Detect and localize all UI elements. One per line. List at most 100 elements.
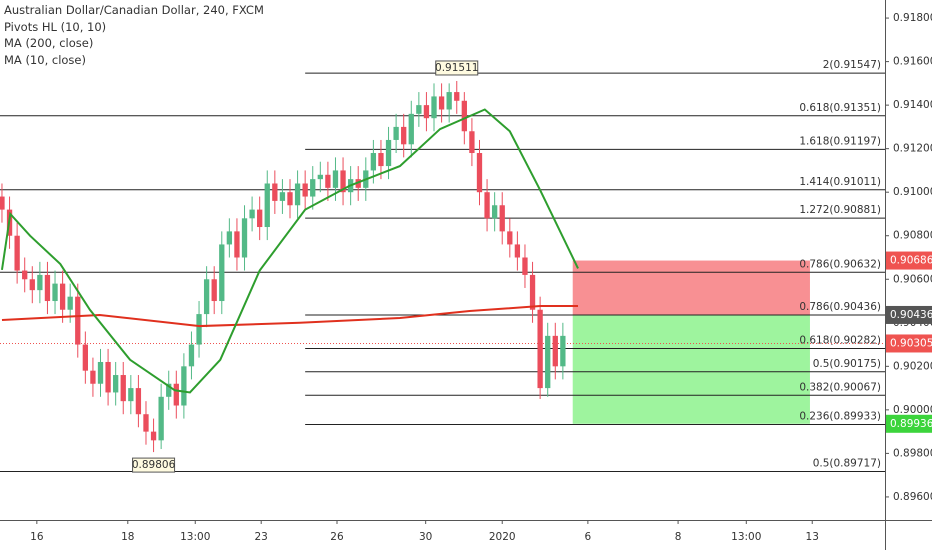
candle-body xyxy=(150,431,157,441)
candle-body xyxy=(560,335,566,367)
candle-body xyxy=(537,309,543,389)
candle-body xyxy=(44,274,51,302)
candle-body xyxy=(166,383,172,397)
x-tick-label: 16 xyxy=(30,531,44,543)
candle-body xyxy=(393,126,399,140)
pivot-label: 0.91511 xyxy=(435,62,478,74)
indicator-name: MA (10, close) xyxy=(4,52,86,67)
candle-body xyxy=(310,179,316,197)
fib-label: 0.618(0.90282) xyxy=(799,334,881,346)
fib-label: 1.618(0.91197) xyxy=(799,135,881,147)
legend: Australian Dollar/Canadian Dollar, 240, … xyxy=(4,2,264,68)
candle-body xyxy=(234,231,240,258)
stop-zone xyxy=(572,260,810,315)
price-badge xyxy=(886,305,932,324)
x-tick-label: 2020 xyxy=(489,531,516,543)
fib-label: 0.5(0.90175) xyxy=(813,358,881,370)
candle-body xyxy=(287,192,293,206)
fib-label: 0.382(0.90067) xyxy=(799,381,881,393)
candle-body xyxy=(158,396,164,441)
candle-body xyxy=(97,361,104,384)
candle-body xyxy=(226,231,233,245)
candle-body xyxy=(370,153,377,171)
moving-average xyxy=(1,305,579,328)
candle-body xyxy=(188,344,195,367)
x-tick-label: 8 xyxy=(675,531,682,543)
target-zone xyxy=(572,314,810,424)
candle-body xyxy=(507,231,513,245)
candle-body xyxy=(90,370,96,384)
candle-body xyxy=(0,196,5,210)
price-badge-label: 0.89936 xyxy=(890,418,932,430)
candle-body xyxy=(52,283,58,302)
candle-body xyxy=(317,174,323,180)
candle-body xyxy=(431,96,437,119)
candle-body xyxy=(249,209,255,219)
candle-body xyxy=(120,375,126,402)
candle-body xyxy=(340,170,346,193)
candle-body xyxy=(522,257,528,275)
candle-body xyxy=(408,113,414,145)
candle-body xyxy=(454,92,460,101)
fib-label: 2(0.91547) xyxy=(823,59,881,71)
candle-body xyxy=(82,344,88,371)
time-axis-bg xyxy=(0,520,932,550)
candle-body xyxy=(484,192,490,219)
candle-body xyxy=(385,139,392,167)
candle-body xyxy=(75,296,81,345)
indicator-name: MA (200, close) xyxy=(4,36,94,50)
fib-label: 1.414(0.91011) xyxy=(799,176,881,188)
candle-body xyxy=(264,183,270,228)
candle-body xyxy=(135,388,142,415)
candle-body xyxy=(128,388,134,402)
candle-body xyxy=(378,153,384,167)
fib-label: 1.272(0.90881) xyxy=(799,204,881,216)
indicator-name: Pivots HL (10, 10) xyxy=(4,19,107,34)
price-badge xyxy=(886,251,932,270)
candle-body xyxy=(491,205,498,219)
candle-body xyxy=(325,174,331,188)
candle-body xyxy=(332,170,339,188)
candle-body xyxy=(113,375,119,393)
candle-body xyxy=(401,126,407,145)
price-badge xyxy=(886,414,932,433)
price-axis-bg xyxy=(885,0,932,550)
candle-body xyxy=(257,209,263,228)
fib-label: 0.786(0.90632) xyxy=(799,258,881,270)
price-badge-label: 0.90686 xyxy=(890,255,932,267)
price-badge xyxy=(886,334,932,353)
candle-body xyxy=(173,383,179,406)
candle-body xyxy=(241,218,248,258)
candle-body xyxy=(203,279,210,315)
candle-body xyxy=(423,105,430,119)
symbol-title: Australian Dollar/Canadian Dollar, 240, … xyxy=(4,3,264,17)
x-tick-label: 18 xyxy=(121,531,134,543)
candle-body xyxy=(461,100,467,132)
x-tick-label: 23 xyxy=(255,531,268,543)
x-tick-label: 13:00 xyxy=(731,531,761,543)
candle-body xyxy=(272,183,278,201)
pivot-box xyxy=(132,457,176,473)
candle-body xyxy=(14,235,20,271)
fib-label: 0.236(0.89933) xyxy=(799,410,881,422)
fib-label: 0.5(0.89717) xyxy=(813,457,881,469)
x-tick-label: 26 xyxy=(330,531,344,543)
candle-body xyxy=(22,270,28,280)
y-tick-label: 0.89600 xyxy=(893,491,932,503)
price-badge-label: 0.90305 xyxy=(890,337,932,349)
x-tick-label: 13:00 xyxy=(180,531,210,543)
candle-body xyxy=(476,153,483,193)
candle-body xyxy=(446,92,452,110)
price-badge-label: 0.90436 xyxy=(890,309,932,321)
candle-body xyxy=(29,279,35,291)
candle-body xyxy=(219,244,225,302)
candle-body xyxy=(67,296,73,310)
candle-body xyxy=(37,274,43,291)
pivot-label: 0.89806 xyxy=(132,459,176,471)
